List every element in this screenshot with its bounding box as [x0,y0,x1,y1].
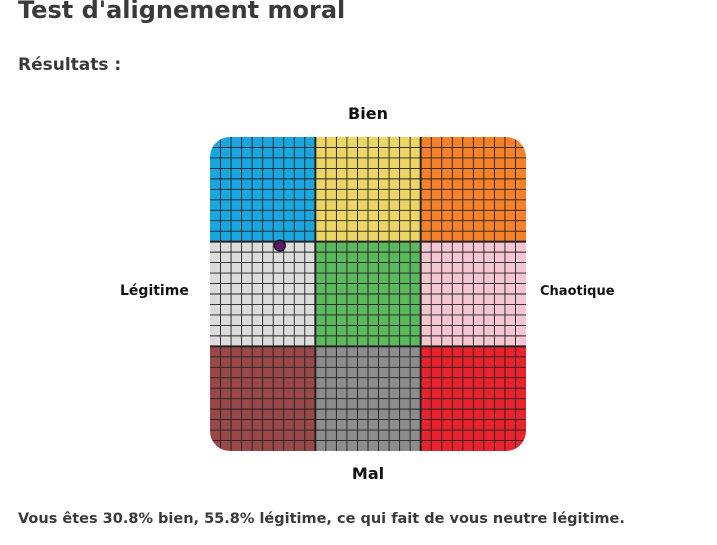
axis-label-lawful: Légitime [120,283,189,299]
page-title: Test d'alignement moral [18,0,346,24]
alignment-grid-svg [210,137,526,451]
axis-label-chaotic: Chaotique [540,284,615,299]
results-heading: Résultats : [18,55,122,75]
axis-label-good: Bien [348,104,388,123]
alignment-grid [210,137,526,451]
axis-label-evil: Mal [351,464,385,483]
alignment-marker [273,239,286,252]
result-summary: Vous êtes 30.8% bien, 55.8% légitime, ce… [18,511,625,527]
